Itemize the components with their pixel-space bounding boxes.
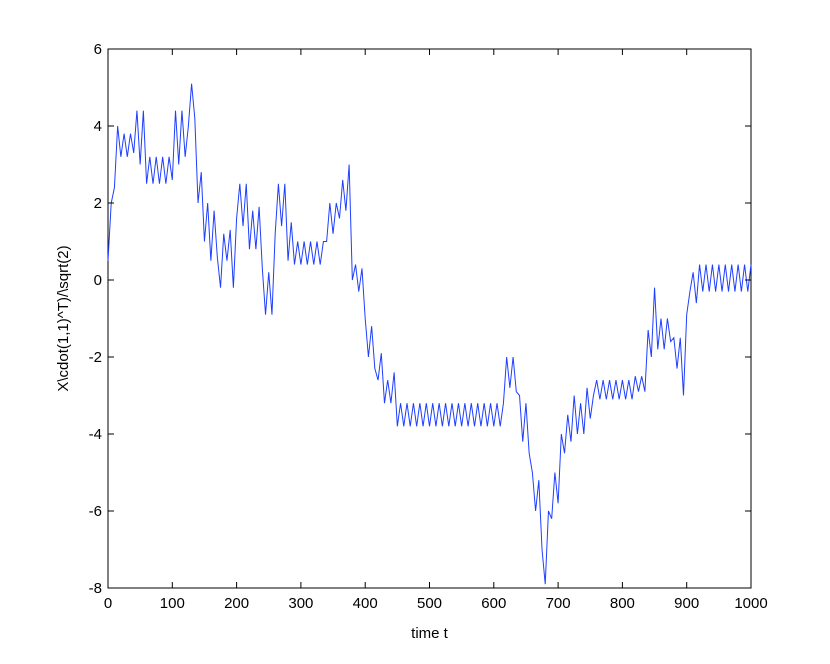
- x-tick-label: 700: [546, 595, 571, 612]
- y-axis-label: X\cdot(1,1)^T)/\sqrt(2): [55, 245, 72, 391]
- y-tick-label: 2: [94, 195, 102, 212]
- x-tick-label: 900: [674, 595, 699, 612]
- x-tick-label: 0: [104, 595, 112, 612]
- y-tick-label: -2: [89, 349, 102, 366]
- x-tick-label: 800: [610, 595, 635, 612]
- y-tick-label: 6: [94, 41, 102, 58]
- y-tick-label: -4: [89, 426, 102, 443]
- x-tick-label: 100: [160, 595, 185, 612]
- y-tick-label: -6: [89, 503, 102, 520]
- x-tick-label: 1000: [734, 595, 767, 612]
- x-tick-label: 200: [224, 595, 249, 612]
- x-tick-label: 400: [353, 595, 378, 612]
- data-line: [107, 83, 752, 585]
- x-tick-label: 600: [481, 595, 506, 612]
- y-tick-label: 4: [94, 118, 102, 135]
- plot-area: [107, 48, 752, 589]
- x-axis-label: time t: [411, 625, 449, 642]
- x-tick-label: 500: [417, 595, 442, 612]
- y-tick-label: -8: [89, 580, 102, 597]
- y-tick-label: 0: [94, 272, 102, 289]
- x-tick-label: 300: [288, 595, 313, 612]
